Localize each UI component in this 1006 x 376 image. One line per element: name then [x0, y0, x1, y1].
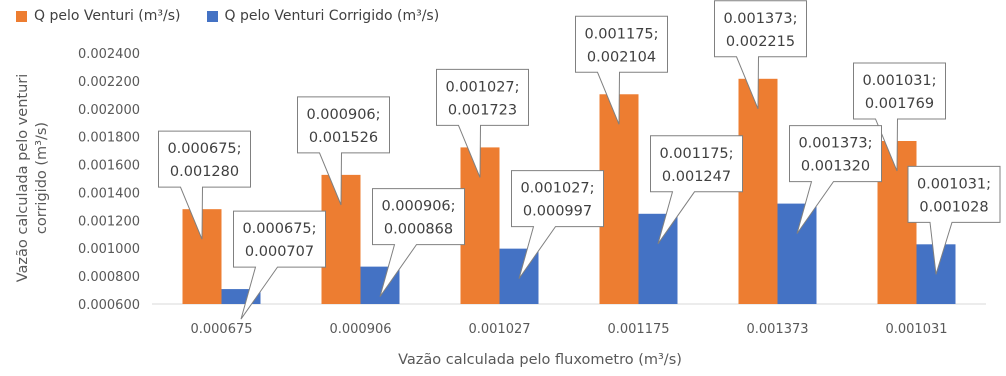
data-label-callout: 0.000906; 0.000868	[372, 188, 465, 297]
x-axis-ticks: 0.000675 0.000906 0.001027 0.001175 0.001373…	[190, 322, 947, 337]
data-label-callout: 0.001031; 0.001028	[907, 165, 1001, 275]
data-label-text: 0.002215	[726, 34, 795, 50]
data-label-text: 0.000906;	[306, 107, 380, 123]
data-label-callouts: 0.000675; 0.001280 0.000906; 0.001526 0.0010…	[158, 0, 1001, 320]
data-label-text: 0.001723	[448, 102, 517, 118]
data-label-text: 0.001373;	[798, 136, 872, 152]
y-tick-label: 0.000600	[78, 298, 140, 313]
x-tick-label: 0.001031	[885, 322, 947, 337]
x-axis-title: Vazão calculada pelo fluxometro (m³/s)	[398, 352, 682, 368]
data-label-callout: 0.001373; 0.001320	[789, 125, 882, 234]
data-label-text: 0.000675;	[167, 141, 241, 157]
data-label-text: 0.001769	[865, 96, 934, 112]
callout-shape	[233, 210, 326, 320]
data-label-text: 0.001028	[919, 199, 988, 215]
callout-shape	[158, 130, 251, 240]
data-label-text: 0.001526	[309, 130, 378, 146]
y-tick-label: 0.001400	[78, 186, 140, 201]
y-axis-ticks: 0.000600 0.000800 0.001000 0.001200 0.001400…	[78, 47, 140, 313]
bar-venturi-corrigido	[638, 213, 678, 304]
data-label-text: 0.000906;	[381, 199, 455, 215]
data-label-callout: 0.001027; 0.001723	[436, 68, 529, 178]
x-tick-label: 0.001175	[607, 322, 669, 337]
data-label-text: 0.002104	[587, 49, 656, 65]
legend-label-venturi: Q pelo Venturi (m³/s)	[34, 8, 181, 24]
y-tick-label: 0.001200	[78, 214, 140, 229]
bar-venturi	[738, 78, 778, 304]
data-label-text: 0.000675;	[242, 221, 316, 237]
data-label-text: 0.001175;	[584, 26, 658, 42]
y-axis-title-text: Vazão calculada pelo venturi corrigido (m…	[15, 74, 50, 283]
chart-legend: Q pelo Venturi (m³/s) Q pelo Venturi Cor…	[16, 8, 465, 24]
data-label-callout: 0.000675; 0.000707	[233, 210, 326, 320]
callout-shape	[907, 165, 1001, 275]
y-tick-label: 0.001800	[78, 131, 140, 146]
y-tick-label: 0.002000	[78, 103, 140, 118]
x-tick-label: 0.000906	[329, 322, 391, 337]
data-label-text: 0.001027;	[445, 79, 519, 95]
callout-shape	[650, 135, 743, 245]
callout-shape	[714, 0, 807, 109]
data-label-callout: 0.001373; 0.002215	[714, 0, 807, 109]
y-axis-title-line: corrigido (m³/s)	[34, 122, 50, 234]
legend-label-venturi-corrigido: Q pelo Venturi Corrigido (m³/s)	[224, 8, 440, 24]
data-label-callout: 0.001027; 0.000997	[511, 170, 604, 279]
data-label-text: 0.000707	[245, 244, 314, 260]
legend-swatch-venturi	[16, 10, 27, 22]
callout-shape	[372, 188, 465, 297]
data-label-callout: 0.000906; 0.001526	[297, 96, 390, 206]
x-tick-label: 0.000675	[190, 322, 252, 337]
y-tick-label: 0.002200	[78, 75, 140, 90]
callout-shape	[853, 62, 946, 172]
data-label-text: 0.001031;	[862, 73, 936, 89]
data-label-text: 0.000868	[384, 222, 453, 238]
bar-venturi-corrigido	[777, 203, 817, 304]
x-tick-label: 0.001373	[746, 322, 808, 337]
legend-swatch-venturi-corrigido	[206, 10, 218, 22]
y-tick-label: 0.001000	[78, 242, 140, 257]
y-axis-title: Vazão calculada pelo venturi corrigido (m…	[15, 74, 50, 283]
legend-item-venturi: Q pelo Venturi (m³/s)	[16, 8, 181, 24]
y-tick-label: 0.002400	[78, 47, 140, 62]
data-label-text: 0.001280	[170, 164, 239, 180]
data-label-text: 0.001373;	[723, 11, 797, 27]
data-label-text: 0.001031;	[917, 176, 991, 192]
y-tick-label: 0.000800	[78, 270, 140, 285]
callout-shape	[575, 15, 668, 125]
data-label-text: 0.001175;	[659, 146, 733, 162]
data-label-text: 0.001320	[801, 159, 870, 175]
data-label-text: 0.001027;	[520, 181, 594, 197]
callout-shape	[436, 68, 529, 178]
callout-shape	[511, 170, 604, 279]
y-tick-label: 0.001600	[78, 159, 140, 174]
data-label-text: 0.000997	[523, 204, 592, 220]
callout-shape	[297, 96, 390, 206]
y-axis-title-line: Vazão calculada pelo venturi	[15, 74, 31, 283]
data-label-callout: 0.001031; 0.001769	[853, 62, 946, 172]
legend-item-venturi-corrigido: Q pelo Venturi Corrigido (m³/s)	[206, 8, 440, 24]
data-label-callout: 0.001175; 0.002104	[575, 15, 668, 125]
data-label-text: 0.001247	[662, 169, 731, 185]
bar-venturi	[599, 94, 639, 304]
data-label-callout: 0.000675; 0.001280	[158, 130, 251, 240]
callout-shape	[789, 125, 882, 234]
x-tick-label: 0.001027	[468, 322, 530, 337]
data-label-callout: 0.001175; 0.001247	[650, 135, 743, 245]
